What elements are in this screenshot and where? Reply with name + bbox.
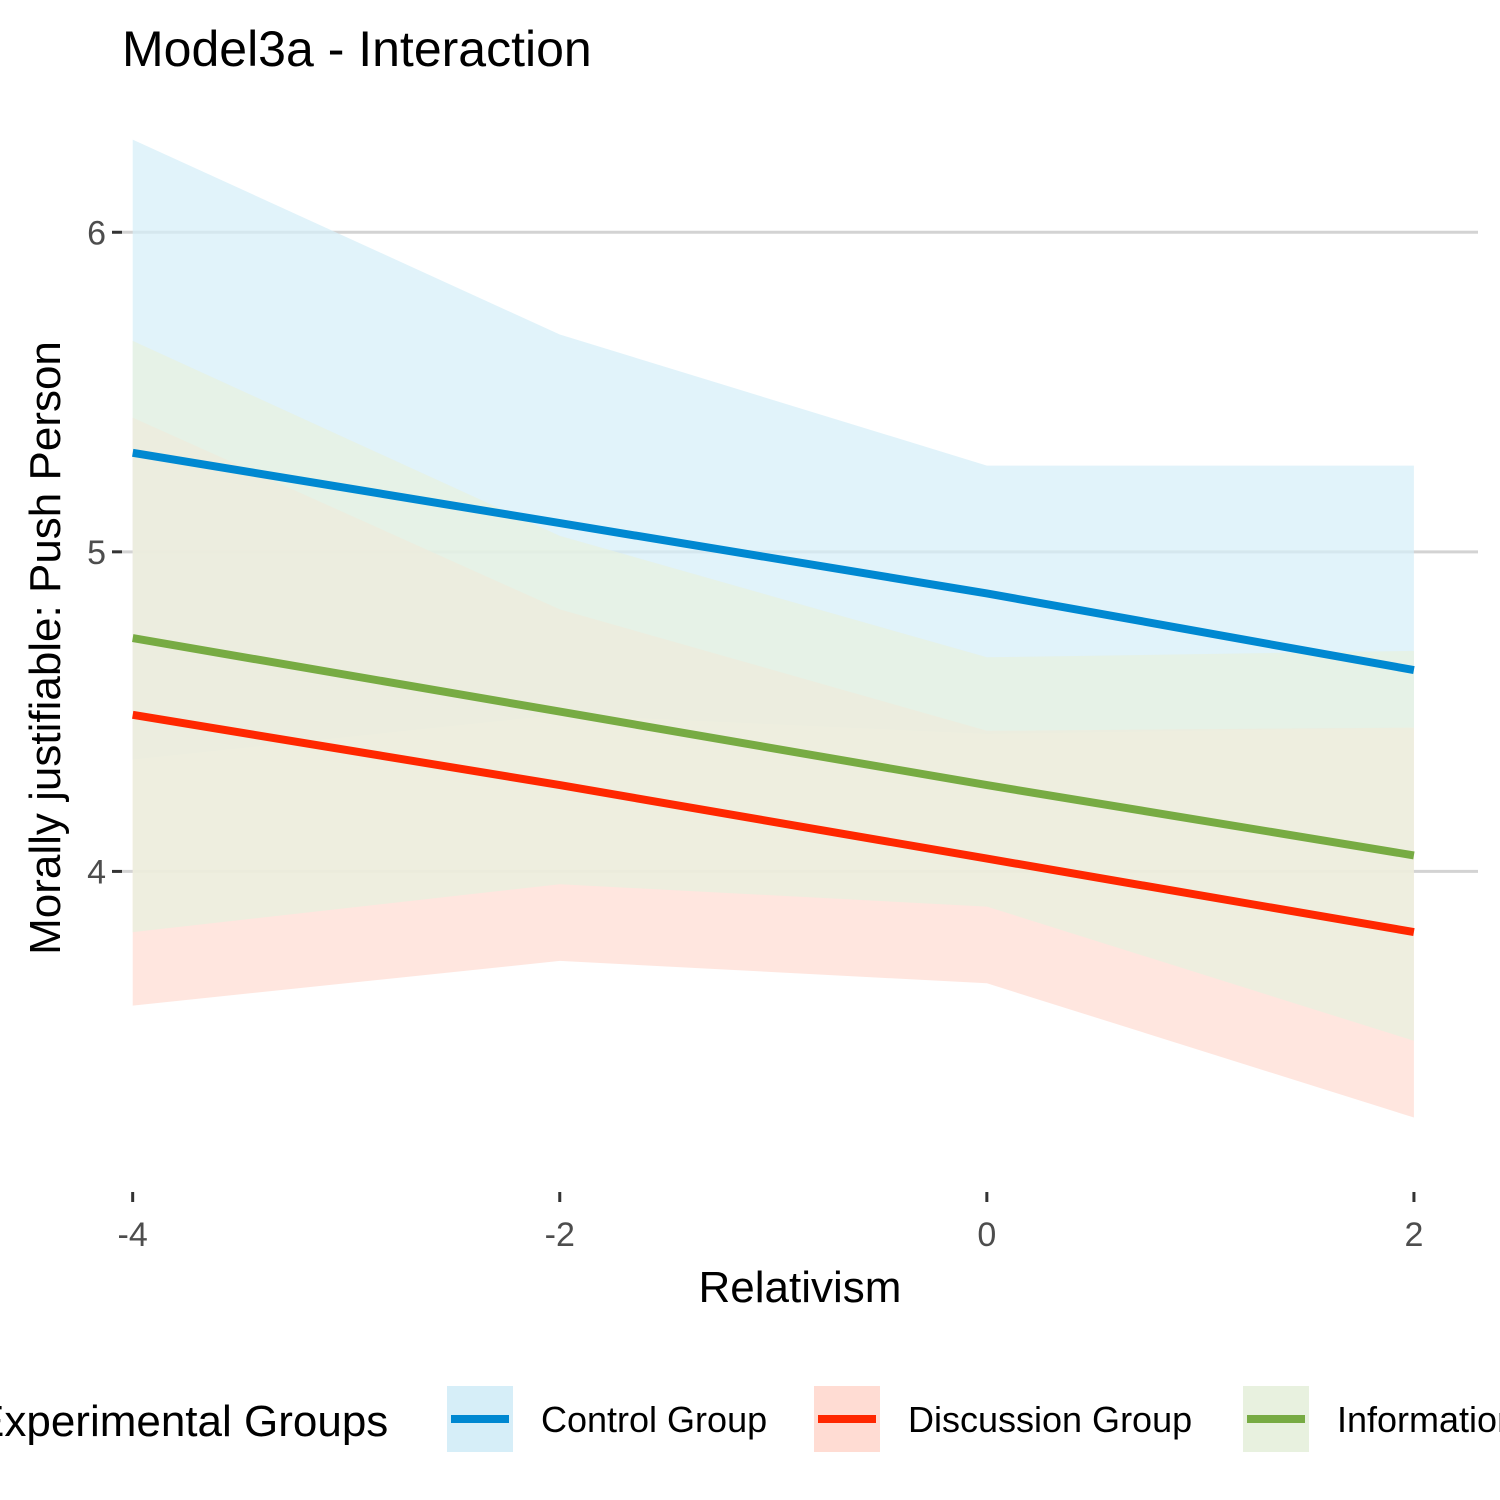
legend-item-discussion-group: Discussion Group — [814, 1386, 1192, 1452]
legend-label: Discussion Group — [908, 1399, 1192, 1440]
x-tick-label--2: -2 — [545, 1216, 575, 1254]
x-axis: -4 -2 0 2 — [118, 1192, 1423, 1254]
x-axis-title: Relativism — [699, 1263, 902, 1312]
band-information-group — [132, 340, 1414, 1041]
chart-title: Model3a - Interaction — [122, 21, 592, 77]
legend-label: Control Group — [541, 1399, 767, 1440]
legend-title: Experimental Groups — [0, 1397, 388, 1446]
line-information-group — [132, 634, 1415, 860]
y-tick-label-5: 5 — [87, 534, 106, 572]
x-tick-label--4: -4 — [118, 1216, 148, 1254]
series-lines — [132, 448, 1415, 937]
legend: Experimental Groups Control Group Discuss… — [0, 1386, 1500, 1452]
legend-item-information-group: Information Group — [1243, 1386, 1500, 1452]
legend-label: Information Group — [1337, 1399, 1500, 1440]
line-discussion-group — [132, 710, 1415, 937]
y-tick-label-6: 6 — [87, 214, 106, 252]
y-tick-label-4: 4 — [87, 853, 106, 891]
confidence-bands — [132, 139, 1414, 1118]
y-axis: 4 5 6 — [87, 214, 122, 891]
x-tick-label-2: 2 — [1404, 1216, 1423, 1254]
y-axis-title: Morally justifiable: Push Person — [21, 341, 70, 955]
x-tick-label-0: 0 — [977, 1216, 996, 1254]
legend-item-control-group: Control Group — [447, 1386, 767, 1452]
line-control-group — [132, 448, 1415, 675]
